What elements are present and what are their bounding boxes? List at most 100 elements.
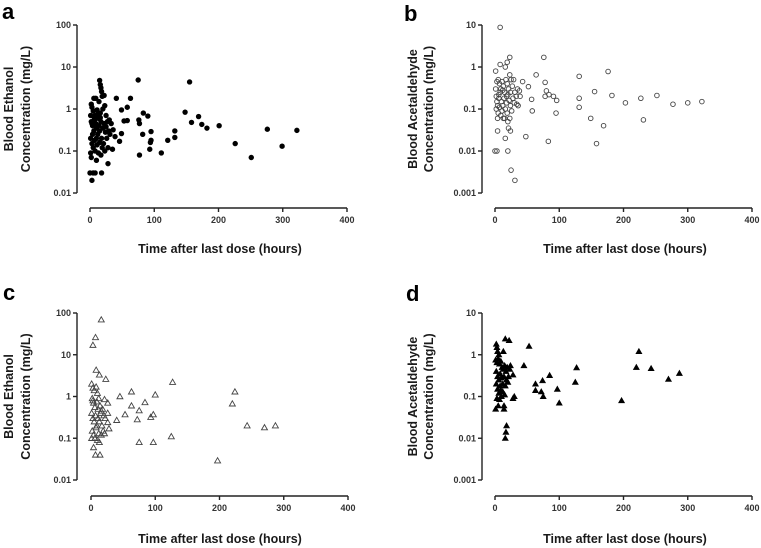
data-point: [507, 89, 514, 96]
data-point: [103, 418, 112, 426]
data-point: [91, 114, 97, 120]
y-axis-title-line1: Blood Ethanol: [2, 354, 16, 439]
data-point: [492, 405, 500, 412]
data-point: [124, 104, 130, 110]
data-point: [502, 64, 509, 70]
data-point: [89, 443, 98, 451]
data-point: [96, 139, 103, 146]
data-point: [96, 450, 104, 458]
data-point: [113, 95, 120, 101]
data-point: [492, 86, 499, 92]
data-point: [182, 109, 188, 115]
data-point: [541, 54, 547, 61]
data-point: [514, 86, 521, 92]
data-point: [91, 403, 99, 411]
y-tick-label: 0.01: [458, 146, 476, 156]
data-point: [110, 127, 116, 133]
data-point: [105, 424, 113, 432]
data-point: [492, 148, 498, 154]
panel-letter: b: [404, 1, 417, 26]
data-point: [93, 436, 102, 443]
data-point: [213, 456, 222, 464]
data-point: [89, 131, 96, 137]
data-point: [539, 392, 547, 400]
data-point: [146, 413, 155, 420]
data-point: [204, 125, 210, 131]
data-point: [96, 401, 104, 409]
y-tick-label: 1: [66, 104, 71, 114]
data-point: [635, 347, 643, 354]
x-tick-label: 0: [492, 215, 497, 225]
data-point: [94, 405, 102, 412]
data-point: [500, 83, 507, 89]
data-point: [523, 133, 529, 140]
data-point: [494, 115, 501, 122]
data-point: [501, 391, 509, 398]
data-point: [497, 386, 505, 393]
data-point: [576, 95, 582, 102]
data-point: [136, 152, 143, 158]
data-point: [499, 108, 505, 114]
y-tick-label: 100: [56, 308, 71, 318]
y-tick-label: 0.1: [58, 433, 71, 443]
y-axis-title-line2: Concentration (mg/L): [422, 46, 436, 172]
data-point: [98, 405, 107, 412]
data-point: [97, 315, 106, 323]
data-point: [553, 385, 561, 392]
x-tick-label: 400: [744, 215, 759, 225]
data-point: [121, 410, 129, 418]
data-point: [105, 160, 111, 167]
data-point: [103, 112, 109, 119]
data-point: [517, 93, 523, 100]
data-point: [576, 73, 582, 80]
data-point: [496, 104, 503, 111]
data-point: [88, 154, 94, 161]
data-point: [172, 128, 178, 134]
y-tick-label: 10: [466, 20, 476, 30]
data-point: [93, 389, 102, 396]
x-tick-label: 0: [492, 503, 497, 513]
data-point: [553, 110, 559, 116]
data-point: [495, 395, 504, 402]
data-point: [492, 68, 499, 74]
y-tick-label: 1: [471, 62, 476, 72]
y-axis-title-line1: Blood Acetaldehyde: [406, 49, 420, 169]
x-tick-label: 300: [680, 503, 695, 513]
data-point: [555, 399, 563, 406]
data-point: [505, 148, 511, 154]
data-point: [118, 130, 125, 137]
data-point: [124, 117, 130, 124]
data-point: [497, 24, 503, 31]
x-axis-title: Time after last dose (hours): [138, 242, 302, 256]
x-tick-label: 300: [275, 215, 290, 225]
data-point: [127, 387, 136, 395]
data-point: [98, 421, 106, 429]
data-point: [112, 133, 118, 140]
data-point: [271, 421, 280, 429]
x-tick-label: 300: [680, 215, 695, 225]
data-point: [512, 177, 518, 184]
data-point: [294, 127, 300, 134]
data-point: [90, 417, 98, 425]
data-point: [542, 79, 548, 86]
data-point: [525, 83, 532, 90]
data-point: [500, 405, 508, 412]
data-point: [492, 380, 500, 387]
panel-letter: c: [3, 280, 15, 305]
data-point: [543, 88, 550, 94]
panel-a: a 0.01 0.1 1 10 100 0 100 200 300 400 Blood Ethanol…: [2, 0, 355, 256]
data-point: [100, 395, 109, 403]
data-point: [151, 390, 160, 398]
data-point: [494, 402, 502, 409]
data-point: [494, 148, 500, 154]
data-point: [504, 80, 510, 87]
y-axis-title-line2: Concentration (mg/L): [19, 333, 33, 459]
data-point: [501, 382, 509, 389]
x-tick-label: 100: [552, 215, 567, 225]
data-point: [505, 336, 513, 344]
data-point: [95, 417, 104, 425]
data-point: [136, 120, 143, 127]
x-tick-label: 0: [87, 215, 92, 225]
data-point: [108, 120, 114, 127]
